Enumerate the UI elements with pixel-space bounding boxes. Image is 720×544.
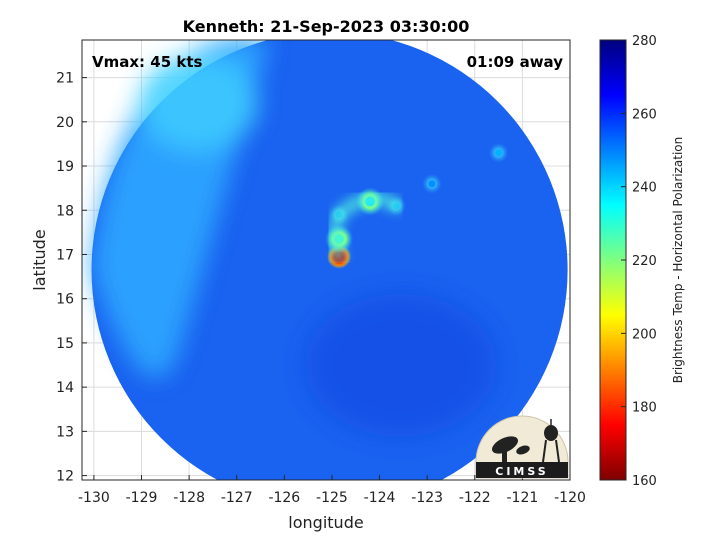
feature-core-5 [428,180,436,188]
southeast-cold-region [305,293,497,437]
vmax-annotation: Vmax: 45 kts [92,53,202,71]
x-tick-label: -125 [316,490,348,506]
swath-disk [91,40,568,480]
chart-title: Kenneth: 21-Sep-2023 03:30:00 [183,17,470,36]
y-tick-label: 18 [56,203,74,219]
colorbar-ticks: 160 180 200 220 240 260 280 [621,34,657,489]
y-tick-label: 15 [56,336,74,352]
x-axis-ticks: -130 -129 -128 -127 -126 -125 -124 -123 -122 -121… [78,475,586,506]
time-away-annotation: 01:09 away [467,53,564,71]
x-tick-label: -129 [126,490,158,506]
feature-core-6 [495,149,503,157]
x-tick-label: -120 [554,490,586,506]
x-tick-label: -121 [506,490,538,506]
x-axis-label: longitude [288,513,363,532]
colorbar-tick-label: 180 [632,401,657,416]
colorbar-tick-label: 240 [632,181,657,196]
y-axis-label: latitude [30,229,49,290]
y-axis-ticks: 12 13 14 15 16 17 18 19 20 21 [56,71,87,485]
water-tower-icon [542,419,560,463]
colorbar-tick-label: 220 [632,254,657,269]
y-tick-label: 16 [56,292,74,308]
colorbar-label: Brightness Temp - Horizontal Polarizatio… [671,137,685,384]
rain-band [329,192,403,263]
colorbar-tick-label: 260 [632,107,657,122]
x-tick-label: -124 [364,490,396,506]
satellite-dish-icon [491,436,530,462]
x-tick-label: -130 [78,490,110,506]
x-tick-label: -123 [411,490,443,506]
x-tick-label: -127 [221,490,253,506]
y-tick-label: 12 [56,469,74,485]
y-tick-label: 20 [56,115,74,131]
y-tick-label: 21 [56,71,74,87]
y-tick-label: 14 [56,380,74,396]
y-tick-label: 17 [56,247,74,263]
logo-text: CIMSS [495,465,548,478]
colorbar: 160 180 200 220 240 260 280 Brightness Temp - … [599,34,685,489]
northwest-cyan-region [139,55,259,151]
rain-band-path [329,192,403,263]
colorbar-tick-label: 280 [632,34,657,49]
x-tick-label: -128 [173,490,205,506]
colorbar-tick-label: 200 [632,327,657,342]
cimss-logo: CIMSS [475,415,569,479]
colorbar-tick-label: 160 [632,474,657,489]
x-tick-label: -126 [268,490,300,506]
y-tick-label: 19 [56,159,74,175]
plot-area [81,39,571,481]
west-warm-region [91,40,497,437]
y-tick-label: 13 [56,424,74,440]
x-tick-label: -122 [459,490,491,506]
